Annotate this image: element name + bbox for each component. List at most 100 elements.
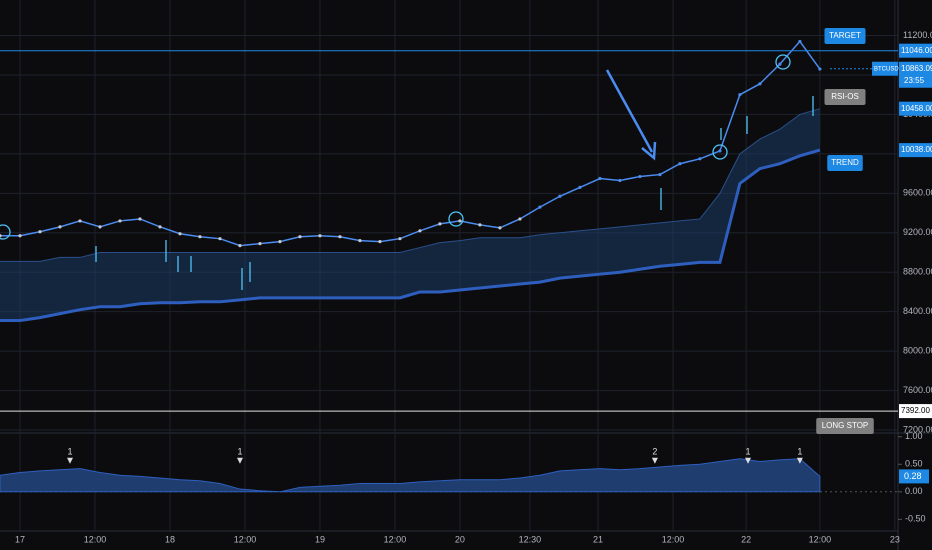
price-point (198, 235, 202, 239)
last-price: BTCUSD 10863.09 23:55 (872, 61, 932, 88)
price-point (218, 237, 222, 241)
axis-label: 11046.00 (899, 43, 932, 58)
indicator-last-text: 0.28 (904, 471, 922, 481)
x-tick-label: 20 (455, 534, 465, 544)
level-tag-text: TARGET (829, 31, 861, 40)
y-tick-label: 8000.00 (903, 345, 932, 355)
price-point (558, 194, 562, 198)
y-tick-label: 7200.00 (903, 424, 932, 434)
price-point (298, 235, 302, 239)
indicator-tick-label: 1.00 (905, 431, 923, 441)
indicator-marker (651, 457, 658, 464)
level-tag-box (824, 89, 866, 105)
price-point (98, 225, 102, 229)
level-tag: TARGET (824, 28, 866, 44)
countdown-text: 23:55 (904, 76, 925, 85)
axis-label-box (899, 101, 932, 116)
price-point (138, 217, 142, 221)
price-line (0, 40, 821, 247)
price-point (78, 219, 82, 223)
price-point (498, 226, 502, 230)
axis-label-box (899, 404, 932, 419)
price-point (158, 225, 162, 229)
level-tag: TREND (827, 155, 863, 171)
level-tag-text: TREND (831, 158, 859, 167)
indicator-last-box (899, 469, 929, 484)
level-tag-text: LONG STOP (822, 421, 869, 430)
x-tick-label: 22 (741, 534, 751, 544)
x-tick-label: 18 (165, 534, 175, 544)
indicator-annotation: 2 (652, 446, 657, 456)
price-point (478, 223, 482, 227)
price-point (398, 237, 402, 241)
price-point (818, 67, 822, 71)
price-point (738, 93, 742, 97)
y-tick-label: 9200.00 (903, 227, 932, 237)
price-point (618, 178, 622, 183)
price-point (598, 176, 602, 181)
level-tag-box (816, 418, 874, 434)
indicator-tick-label: 0.50 (905, 459, 923, 469)
indicator-annotation: 1 (67, 446, 72, 456)
price-point (438, 222, 442, 226)
price-point (778, 62, 782, 66)
axis-label: 10038.00 (899, 143, 932, 158)
indicator-annotation: 1 (746, 446, 751, 456)
axis-label-box (899, 43, 932, 58)
price-point (238, 243, 242, 248)
x-tick-label: 12:00 (809, 534, 832, 544)
price-point (458, 219, 462, 223)
last-price-box (899, 61, 932, 88)
trend-line (0, 148, 821, 323)
price-point (338, 235, 342, 239)
x-tick-label: 12:30 (519, 534, 542, 544)
level-tag: RSI-OS (824, 89, 866, 105)
price-point (318, 234, 322, 238)
indicator-marker (66, 457, 73, 464)
price-point (118, 219, 122, 223)
price-point (278, 240, 282, 244)
price-point (378, 240, 382, 244)
y-tick-label: 7600.00 (903, 385, 932, 395)
price-point (658, 172, 662, 177)
last-price-text: 10863.09 (901, 64, 932, 73)
plot: 1 1 2 1 1 (0, 39, 898, 493)
annotation-arrow (605, 69, 657, 161)
level-tag: LONG STOP (816, 418, 874, 434)
x-tick-label: 12:00 (662, 534, 685, 544)
price-point (698, 157, 702, 161)
y-tick-label: 9600.00 (903, 188, 932, 198)
x-tick-label: 12:00 (384, 534, 407, 544)
indicator-marker (745, 457, 752, 464)
axis-label: 7392.00 (899, 404, 932, 419)
axis-label-text: 7392.00 (901, 406, 930, 415)
indicator-tick-label: -0.50 (905, 514, 926, 524)
x-tick-label: 19 (315, 534, 325, 544)
price-point (578, 185, 582, 189)
band-area (0, 108, 820, 321)
indicator-marker (796, 457, 803, 464)
price-point (798, 39, 802, 44)
price-point (418, 229, 422, 233)
x-tick-label: 23 (890, 534, 900, 544)
band-line (0, 108, 821, 262)
price-point (0, 234, 2, 238)
y-tick-label: 11200.00 (903, 30, 932, 40)
price-point (358, 239, 362, 243)
symbol-box (872, 61, 898, 76)
x-tick-label: 12:00 (84, 534, 107, 544)
axis-label-text: 10458.00 (901, 104, 932, 113)
x-tick-label: 12:00 (234, 534, 257, 544)
y-tick-label: 8400.00 (903, 306, 932, 316)
price-point (18, 234, 22, 238)
level-tag-box (824, 28, 866, 44)
symbol-text: BTCUSD (874, 66, 899, 72)
price-point (518, 217, 522, 221)
price-point (718, 149, 722, 153)
price-point (758, 82, 762, 86)
price-point (538, 205, 542, 209)
signal-icons (0, 54, 814, 290)
price-point (638, 174, 642, 179)
x-tick-label: 17 (15, 534, 25, 544)
